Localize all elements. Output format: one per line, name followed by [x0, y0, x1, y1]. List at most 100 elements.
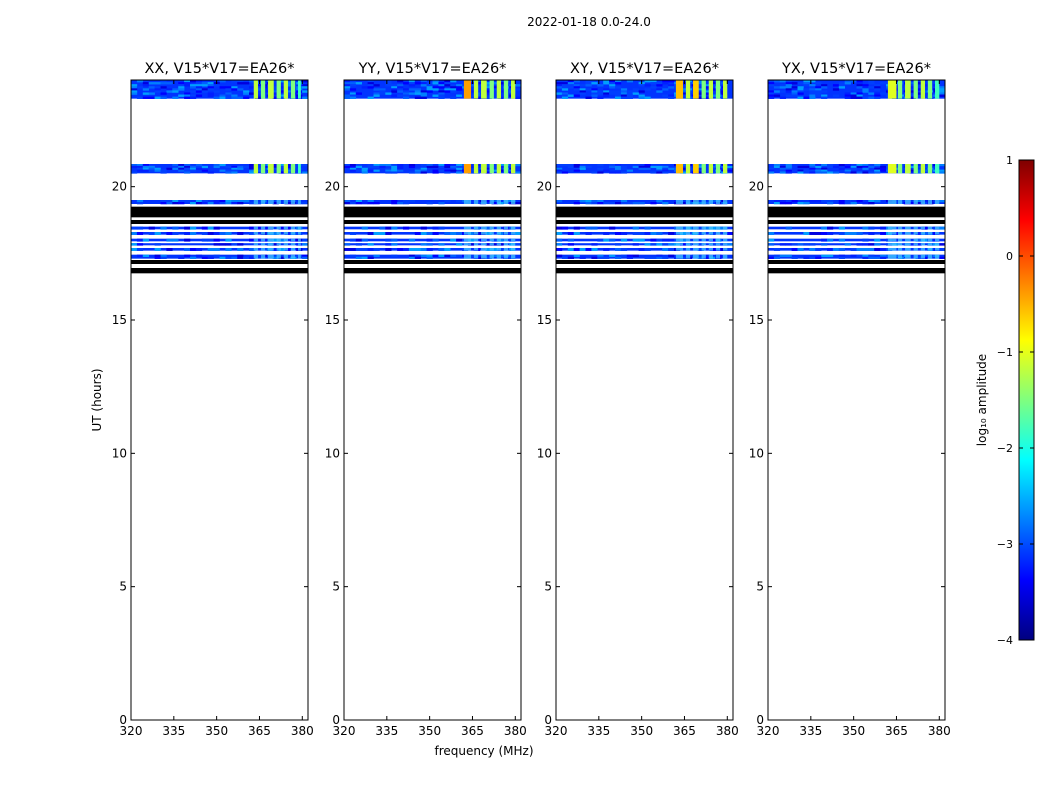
noise-cell	[638, 84, 645, 87]
bright-bin	[887, 80, 897, 99]
noise-cell	[432, 226, 439, 230]
bright-bin	[260, 226, 266, 230]
bright-bin	[887, 232, 897, 235]
noise-cell	[243, 256, 250, 259]
noise-cell	[862, 165, 869, 169]
noise-cell	[154, 167, 161, 170]
noise-cell	[444, 248, 451, 251]
noise-cell	[650, 80, 657, 83]
bright-bin	[463, 80, 472, 99]
bright-bin	[913, 254, 918, 259]
noise-cell	[856, 80, 863, 83]
noise-cell	[821, 167, 828, 170]
noise-cell	[603, 80, 610, 83]
noise-cell	[556, 84, 563, 87]
noise-cell	[450, 165, 457, 169]
noise-cell	[225, 92, 232, 95]
noise-cell	[408, 82, 416, 85]
noise-cell	[827, 226, 834, 230]
noise-cell	[237, 80, 244, 83]
noise-cell	[379, 90, 386, 93]
noise-cell	[142, 88, 149, 91]
bright-bin	[511, 243, 516, 246]
bright-bin	[496, 232, 502, 235]
bright-bin	[935, 248, 940, 251]
bright-bin	[473, 243, 479, 246]
noise-cell	[650, 256, 657, 259]
bright-bin	[708, 164, 714, 174]
noise-cell	[597, 238, 604, 242]
bright-bin	[511, 200, 516, 204]
noise-cell	[408, 254, 416, 257]
bright-bin	[675, 243, 684, 246]
noise-cell	[207, 82, 214, 85]
noise-cell	[432, 86, 439, 89]
noise-cell	[727, 165, 734, 169]
noise-cell	[703, 256, 710, 259]
noise-cell	[397, 86, 404, 89]
colorbar-tick-label: 0	[1006, 250, 1013, 263]
noise-cell	[201, 238, 208, 242]
noise-cell	[344, 84, 351, 87]
noise-cell	[856, 84, 863, 87]
noise-cell	[768, 243, 775, 246]
noise-cell	[344, 96, 351, 99]
noise-cell	[391, 90, 398, 93]
noise-cell	[874, 238, 881, 242]
noise-cell	[184, 232, 191, 235]
noise-cell	[779, 202, 786, 205]
data-band	[556, 226, 733, 230]
noise-cell	[868, 200, 875, 203]
noise-cell	[148, 167, 155, 170]
noise-cell	[915, 243, 922, 246]
bright-bin	[496, 248, 502, 251]
noise-cell	[838, 226, 845, 230]
noise-cell	[809, 232, 816, 235]
noise-cell	[456, 254, 463, 257]
noise-cell	[408, 248, 416, 251]
noise-cell	[397, 165, 404, 169]
noise-cell	[379, 88, 386, 91]
noise-cell	[832, 165, 840, 169]
noise-cell	[868, 92, 875, 95]
noise-cell	[148, 232, 155, 235]
noise-cell	[620, 232, 628, 235]
noise-cell	[213, 248, 220, 251]
noise-cell	[456, 94, 463, 97]
noise-cell	[207, 256, 214, 259]
noise-cell	[201, 232, 208, 235]
noise-cell	[160, 200, 167, 203]
bright-bin	[935, 232, 940, 235]
x-tick-label: 365	[673, 724, 696, 738]
noise-cell	[373, 94, 380, 97]
noise-cell	[403, 92, 410, 95]
noise-cell	[414, 232, 421, 235]
noise-cell	[939, 92, 946, 95]
noise-cell	[791, 200, 798, 203]
noise-cell	[556, 238, 563, 242]
noise-cell	[791, 243, 798, 246]
noise-cell	[225, 169, 232, 172]
noise-cell	[420, 164, 427, 167]
bright-bin	[693, 226, 699, 230]
noise-cell	[355, 82, 362, 85]
data-band	[344, 200, 522, 205]
noise-cell	[272, 200, 279, 203]
noise-cell	[779, 84, 786, 87]
noise-cell	[178, 88, 185, 91]
colorbar-tick-label: −4	[997, 634, 1013, 647]
noise-cell	[603, 202, 610, 205]
noise-cell	[420, 80, 427, 83]
noise-cell	[491, 254, 498, 257]
bright-bin	[920, 238, 926, 242]
bright-bin	[913, 232, 918, 235]
noise-cell	[491, 238, 498, 242]
noise-cell	[615, 80, 622, 83]
noise-cell	[349, 92, 357, 95]
noise-cell	[397, 80, 404, 83]
noise-cell	[585, 88, 592, 91]
noise-cell	[302, 238, 309, 242]
noise-cell	[136, 248, 144, 251]
noise-cell	[797, 171, 804, 174]
noise-cell	[237, 82, 244, 85]
